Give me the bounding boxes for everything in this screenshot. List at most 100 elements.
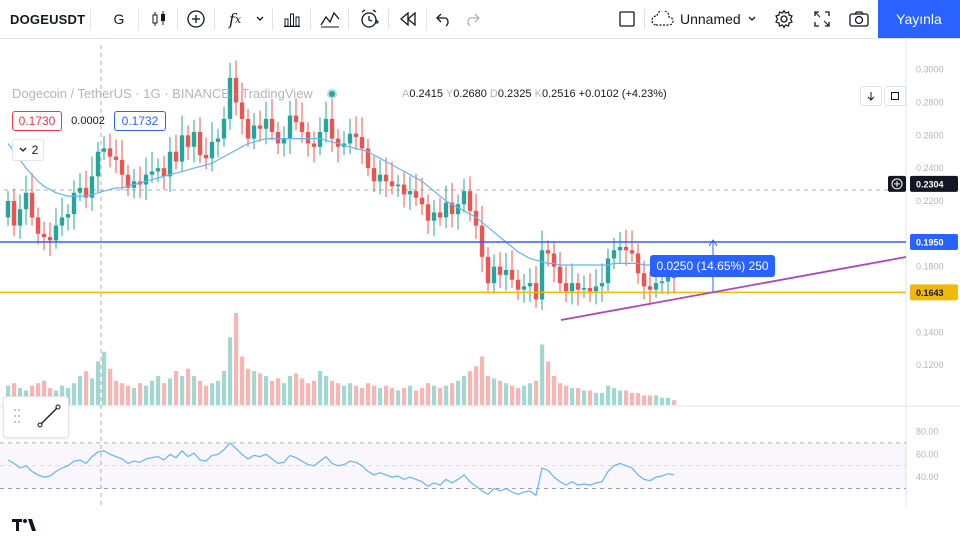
undo-icon[interactable] <box>432 0 456 38</box>
candle <box>191 119 197 163</box>
fullscreen-square-icon[interactable] <box>614 0 640 38</box>
candle <box>263 101 269 145</box>
volume-bar <box>594 392 599 405</box>
toolbar-divider <box>90 8 91 30</box>
candle-body <box>257 125 263 129</box>
candle-body <box>419 197 425 205</box>
drag-handle-icon[interactable] <box>12 407 22 430</box>
candle <box>551 241 557 283</box>
candle-body <box>281 138 287 144</box>
compare-add-icon[interactable] <box>182 0 210 38</box>
volume-bar <box>426 383 431 405</box>
replay-icon[interactable] <box>394 0 422 38</box>
sell-button[interactable]: 0.1730 <box>12 111 62 131</box>
candle-body <box>365 148 371 169</box>
volume-bar <box>204 385 209 405</box>
candle-body <box>629 250 635 254</box>
candle-body <box>575 283 581 290</box>
layout-name-label: Unnamed <box>680 11 741 27</box>
buy-button[interactable]: 0.1732 <box>114 111 166 131</box>
volume-bar <box>270 380 275 405</box>
alert-clock-icon[interactable] <box>354 0 384 38</box>
candle-body <box>293 115 299 123</box>
volume-bar <box>336 383 341 405</box>
candle-body <box>161 168 167 177</box>
price-tick-label: 0.2200 <box>916 196 944 206</box>
candle-body <box>497 266 503 275</box>
indicators-collapse-button[interactable]: 2 <box>12 139 44 161</box>
publish-button[interactable]: Yayınla <box>878 0 960 38</box>
open-label: A <box>402 88 410 100</box>
candle-body <box>617 246 623 251</box>
candle-body <box>389 181 395 187</box>
settings-gear-icon[interactable] <box>770 0 798 38</box>
volume-bar <box>108 368 113 405</box>
scale-down-arrow-icon[interactable] <box>860 86 882 106</box>
candle <box>125 164 131 197</box>
price-tick-label: 0.1800 <box>916 262 944 272</box>
volume-bar <box>252 371 257 405</box>
volume-bar <box>264 375 269 405</box>
chart-title: Dogecoin / TetherUS · 1G · BINANCE · Tra… <box>12 86 313 101</box>
volume-bar <box>366 383 371 405</box>
candle <box>215 128 221 158</box>
candle <box>101 136 107 160</box>
fullscreen-icon[interactable] <box>808 0 836 38</box>
snapshot-camera-icon[interactable] <box>844 0 874 38</box>
financials-icon[interactable] <box>278 0 306 38</box>
candle-body <box>89 176 95 198</box>
horizontal-lines[interactable] <box>0 239 907 321</box>
volume-bar <box>216 380 221 405</box>
volume-bar <box>564 385 569 405</box>
crosshair-plus-icon <box>888 175 906 192</box>
volume-bar <box>552 375 557 405</box>
volume-bar <box>168 378 173 405</box>
candle-body <box>347 133 353 144</box>
candle <box>107 133 113 168</box>
candles-style-icon[interactable] <box>145 0 173 38</box>
crosshair-price-tag-box <box>910 175 958 192</box>
templates-icon[interactable] <box>316 0 344 38</box>
candle <box>581 275 587 298</box>
candle-body <box>101 148 107 152</box>
volume-bar <box>636 392 641 405</box>
volume-bar <box>174 371 179 405</box>
redo-icon[interactable] <box>460 0 484 38</box>
candle-body <box>551 253 557 267</box>
plus-circle <box>891 178 903 190</box>
interval-button[interactable]: G <box>104 0 134 38</box>
volume-bar <box>222 371 227 405</box>
layout-name-button[interactable]: Unnamed <box>650 0 760 38</box>
chart-grid <box>0 39 960 508</box>
close-label: K <box>534 88 542 100</box>
maximize-pane-icon[interactable] <box>884 86 906 106</box>
volume-bar <box>258 373 263 405</box>
volume-bar <box>570 388 575 405</box>
rsi-band-fill <box>0 442 906 489</box>
trend-line <box>560 256 907 321</box>
volume-bar <box>402 388 407 405</box>
candle-body <box>23 192 29 210</box>
price-axis: 0.3000 0.2800 0.2600 0.2400 0.2200 0.1800 0.14… <box>916 65 944 483</box>
volume-bar <box>576 388 581 405</box>
candle <box>5 191 11 226</box>
symbol-search-button[interactable]: DOGEUSDT <box>10 0 90 38</box>
candle <box>443 185 449 229</box>
candle <box>617 232 623 264</box>
candle <box>575 273 581 306</box>
candle-body <box>191 132 197 147</box>
chart-area[interactable]: 0.3000 0.2800 0.2600 0.2400 0.2200 0.1800 0.14… <box>0 39 960 531</box>
volume-bar <box>612 388 617 405</box>
candle <box>527 268 533 302</box>
chevron-down-icon[interactable] <box>252 0 268 38</box>
candle <box>41 221 47 251</box>
candle-body <box>647 286 653 290</box>
trend-line-tool-icon[interactable] <box>36 403 62 434</box>
tradingview-logo <box>12 517 38 538</box>
candle-body <box>11 200 17 226</box>
candle <box>647 271 653 306</box>
toolbar-divider <box>214 8 215 30</box>
volume-bar <box>132 388 137 405</box>
price-chart[interactable]: 0.3000 0.2800 0.2600 0.2400 0.2200 0.1800 0.14… <box>0 39 960 508</box>
